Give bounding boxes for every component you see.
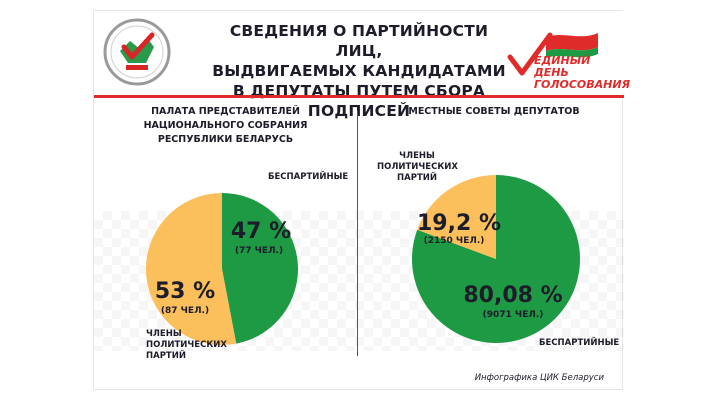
- category-line: БЕСПАРТИЙНЫЕ: [539, 338, 620, 348]
- slice-count-label: (87 ЧЕЛ.): [161, 306, 209, 316]
- brand-line: ГОЛОСОВАНИЯ: [534, 78, 631, 91]
- category-line: ПАРТИЙ: [146, 351, 186, 361]
- panel-divider: [357, 111, 358, 356]
- left-chart-title: ПАЛАТА ПРЕДСТАВИТЕЛЕЙ НАЦИОНАЛЬНОГО СОБР…: [94, 105, 357, 147]
- category-line: ПАРТИЙ: [397, 173, 437, 183]
- slice-percent-label: 19,2 %: [417, 211, 501, 236]
- infographic-card: СВЕДЕНИЯ О ПАРТИЙНОСТИ ЛИЦ, ВЫДВИГАЕМЫХ …: [93, 10, 630, 390]
- title-line: ВЫДВИГАЕМЫХ КАНДИДАТАМИ: [212, 62, 506, 80]
- slice-count-label: (2150 ЧЕЛ.): [424, 236, 485, 246]
- pie-slice-nonpartisan: [222, 193, 298, 344]
- pie-slice-nonpartisan: [412, 175, 581, 343]
- chart-title-line: ПАЛАТА ПРЕДСТАВИТЕЛЕЙ: [151, 106, 300, 117]
- category-line: ПОЛИТИЧЕСКИХ: [146, 340, 227, 350]
- credit-text: Инфографика ЦИК Беларуси: [474, 373, 604, 383]
- slice-percent-label: 80,08 %: [463, 283, 562, 308]
- slice-percent-label: 53 %: [155, 279, 215, 304]
- brand-line: ЕДИНЫЙ ДЕНЬ: [534, 54, 591, 79]
- header: СВЕДЕНИЯ О ПАРТИЙНОСТИ ЛИЦ, ВЫДВИГАЕМЫХ …: [94, 11, 630, 120]
- right-chart-title: МЕСТНЫЕ СОВЕТЫ ДЕПУТАТОВ: [364, 105, 624, 119]
- slice-percent-label: 47 %: [231, 219, 291, 244]
- category-label-nonpartisan: БЕСПАРТИЙНЫЕ: [539, 338, 619, 349]
- category-line: ЧЛЕНЫ: [146, 329, 182, 339]
- cik-emblem-icon: [103, 18, 171, 86]
- pie-chart-parliament: 47 % (77 ЧЕЛ.) 53 % (87 ЧЕЛ.): [145, 193, 298, 345]
- chart-title-line: МЕСТНЫЕ СОВЕТЫ ДЕПУТАТОВ: [408, 106, 580, 117]
- category-label-party-members: ЧЛЕНЫ ПОЛИТИЧЕСКИХ ПАРТИЙ: [377, 151, 458, 184]
- header-divider: [94, 95, 624, 98]
- pie-slice-party-members: [145, 193, 237, 345]
- slice-count-label: (77 ЧЕЛ.): [235, 246, 283, 256]
- chart-title-line: РЕСПУБЛИКИ БЕЛАРУСЬ: [157, 134, 294, 145]
- title-line: СВЕДЕНИЯ О ПАРТИЙНОСТИ ЛИЦ,: [229, 22, 489, 60]
- pie-slice-party-members: [417, 175, 496, 259]
- chart-title-line: НАЦИОНАЛЬНОГО СОБРАНИЯ: [143, 120, 308, 131]
- category-line: БЕСПАРТИЙНЫЕ: [268, 172, 349, 182]
- category-line: ЧЛЕНЫ: [399, 151, 435, 161]
- brand-text: ЕДИНЫЙ ДЕНЬ ГОЛОСОВАНИЯ: [534, 54, 631, 91]
- checkmark-flag-icon: [507, 32, 598, 76]
- slice-count-label: (9071 ЧЕЛ.): [483, 310, 544, 320]
- pie-chart-local-councils: 19,2 % (2150 ЧЕЛ.) 80,08 % (9071 ЧЕЛ.): [412, 175, 581, 343]
- category-label-party-members: ЧЛЕНЫ ПОЛИТИЧЕСКИХ ПАРТИЙ: [146, 329, 227, 362]
- category-line: ПОЛИТИЧЕСКИХ: [377, 162, 458, 172]
- brand-logo: ЕДИНЫЙ ДЕНЬ ГОЛОСОВАНИЯ: [506, 27, 630, 91]
- category-label-nonpartisan: БЕСПАРТИЙНЫЕ: [268, 172, 348, 183]
